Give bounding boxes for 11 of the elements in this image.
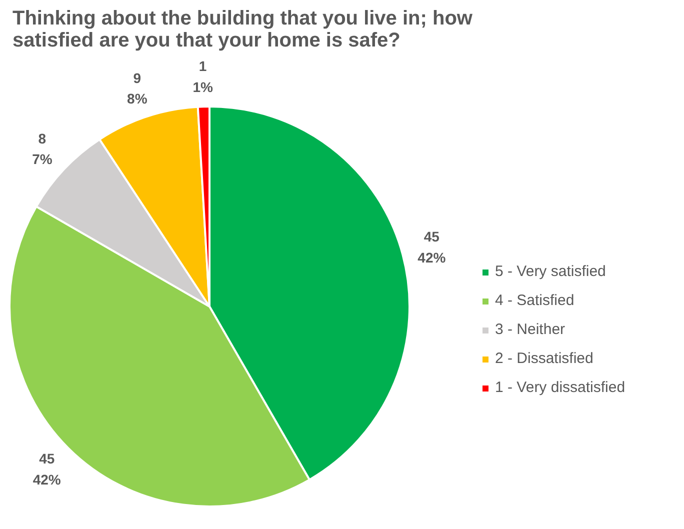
data-label: 1 1% bbox=[192, 58, 214, 95]
chart-title: Thinking about the building that you live in; how satisfied are you that your home is safe? bbox=[12, 8, 473, 52]
data-label: 8 7% bbox=[32, 130, 53, 168]
data-label: 9 8% bbox=[127, 70, 148, 107]
legend-label: 5 - Very satisfied bbox=[495, 263, 606, 280]
data-label: 45 42% bbox=[32, 450, 62, 488]
legend-label: 3 - Neither bbox=[495, 321, 566, 338]
data-label: 45 42% bbox=[418, 228, 446, 266]
legend-label: 4 - Satisfied bbox=[495, 292, 574, 309]
legend-label: 2 - Dissatisfied bbox=[495, 350, 594, 367]
legend-label: 1 - Very dissatisfied bbox=[495, 379, 626, 396]
